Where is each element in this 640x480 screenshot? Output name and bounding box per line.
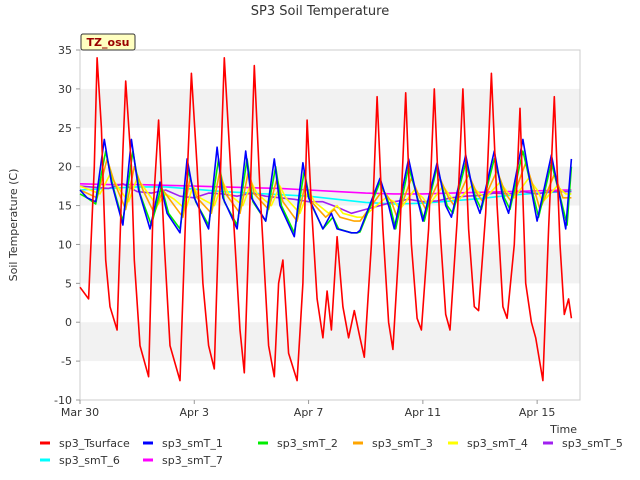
grid-band bbox=[80, 244, 580, 284]
x-tick-label: Apr 11 bbox=[405, 406, 442, 419]
y-axis: -10 -5 0 5 10 15 20 25 30 35 bbox=[54, 44, 80, 407]
y-tick-label: 35 bbox=[58, 44, 72, 57]
legend-label: sp3_smT_4 bbox=[467, 437, 528, 450]
y-tick-label: -5 bbox=[61, 355, 72, 368]
legend-label: sp3_Tsurface bbox=[59, 437, 130, 450]
y-axis-label: Soil Temperature (C) bbox=[7, 169, 20, 282]
y-tick-label: 10 bbox=[58, 238, 72, 251]
y-tick-label: -10 bbox=[54, 394, 72, 407]
series-layer bbox=[79, 56, 573, 382]
series-line-sp3_smT_6 bbox=[79, 186, 572, 205]
y-tick-label: 15 bbox=[58, 200, 72, 213]
chart-title: SP3 Soil Temperature bbox=[251, 4, 389, 19]
series-line-sp3_smT_4 bbox=[79, 173, 572, 218]
legend-label: sp3_smT_3 bbox=[372, 437, 433, 450]
y-tick-label: 0 bbox=[65, 316, 72, 329]
x-axis: Mar 30 Apr 3 Apr 7 Apr 11 Apr 15 bbox=[61, 400, 556, 419]
legend: sp3_Tsurface sp3_smT_1 sp3_smT_2 sp3_smT_3 s… bbox=[40, 437, 623, 467]
site-label-box: TZ_osu bbox=[80, 33, 136, 51]
x-axis-label: Time bbox=[549, 423, 577, 436]
legend-label: sp3_smT_5 bbox=[562, 437, 623, 450]
y-tick-label: 5 bbox=[65, 277, 72, 290]
x-tick-label: Apr 7 bbox=[294, 406, 324, 419]
y-tick-label: 20 bbox=[58, 161, 72, 174]
series-line-sp3_smT_7 bbox=[79, 183, 572, 195]
legend-label: sp3_smT_7 bbox=[162, 454, 223, 467]
legend-label: sp3_smT_6 bbox=[59, 454, 120, 467]
site-label: TZ_osu bbox=[87, 36, 130, 49]
grid-band bbox=[80, 88, 580, 128]
x-tick-label: Apr 3 bbox=[180, 406, 210, 419]
grid-band bbox=[80, 322, 580, 362]
legend-label: sp3_smT_1 bbox=[162, 437, 223, 450]
x-tick-label: Apr 15 bbox=[519, 406, 556, 419]
legend-label: sp3_smT_2 bbox=[277, 437, 338, 450]
y-tick-label: 25 bbox=[58, 122, 72, 135]
series-line-sp3_smT_5 bbox=[79, 183, 572, 215]
x-tick-label: Mar 30 bbox=[61, 406, 99, 419]
series-line-sp3_Tsurface bbox=[79, 56, 573, 382]
y-tick-label: 30 bbox=[58, 83, 72, 96]
plot-frame bbox=[79, 49, 581, 401]
series-line-sp3_smT_3 bbox=[79, 158, 572, 222]
